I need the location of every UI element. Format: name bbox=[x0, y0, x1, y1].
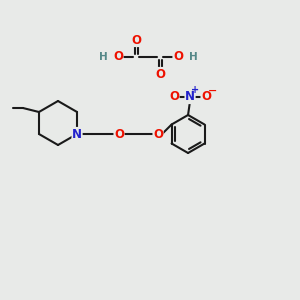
Text: O: O bbox=[153, 128, 163, 140]
Text: O: O bbox=[131, 34, 141, 46]
Text: H: H bbox=[189, 52, 197, 62]
Text: O: O bbox=[114, 128, 124, 140]
Text: O: O bbox=[113, 50, 123, 64]
Text: −: − bbox=[207, 86, 217, 96]
Text: O: O bbox=[201, 91, 211, 103]
Text: O: O bbox=[155, 68, 165, 80]
Text: O: O bbox=[173, 50, 183, 64]
Text: +: + bbox=[191, 85, 199, 95]
Text: N: N bbox=[72, 128, 82, 140]
Text: H: H bbox=[99, 52, 107, 62]
Text: N: N bbox=[185, 91, 195, 103]
Text: O: O bbox=[169, 91, 179, 103]
